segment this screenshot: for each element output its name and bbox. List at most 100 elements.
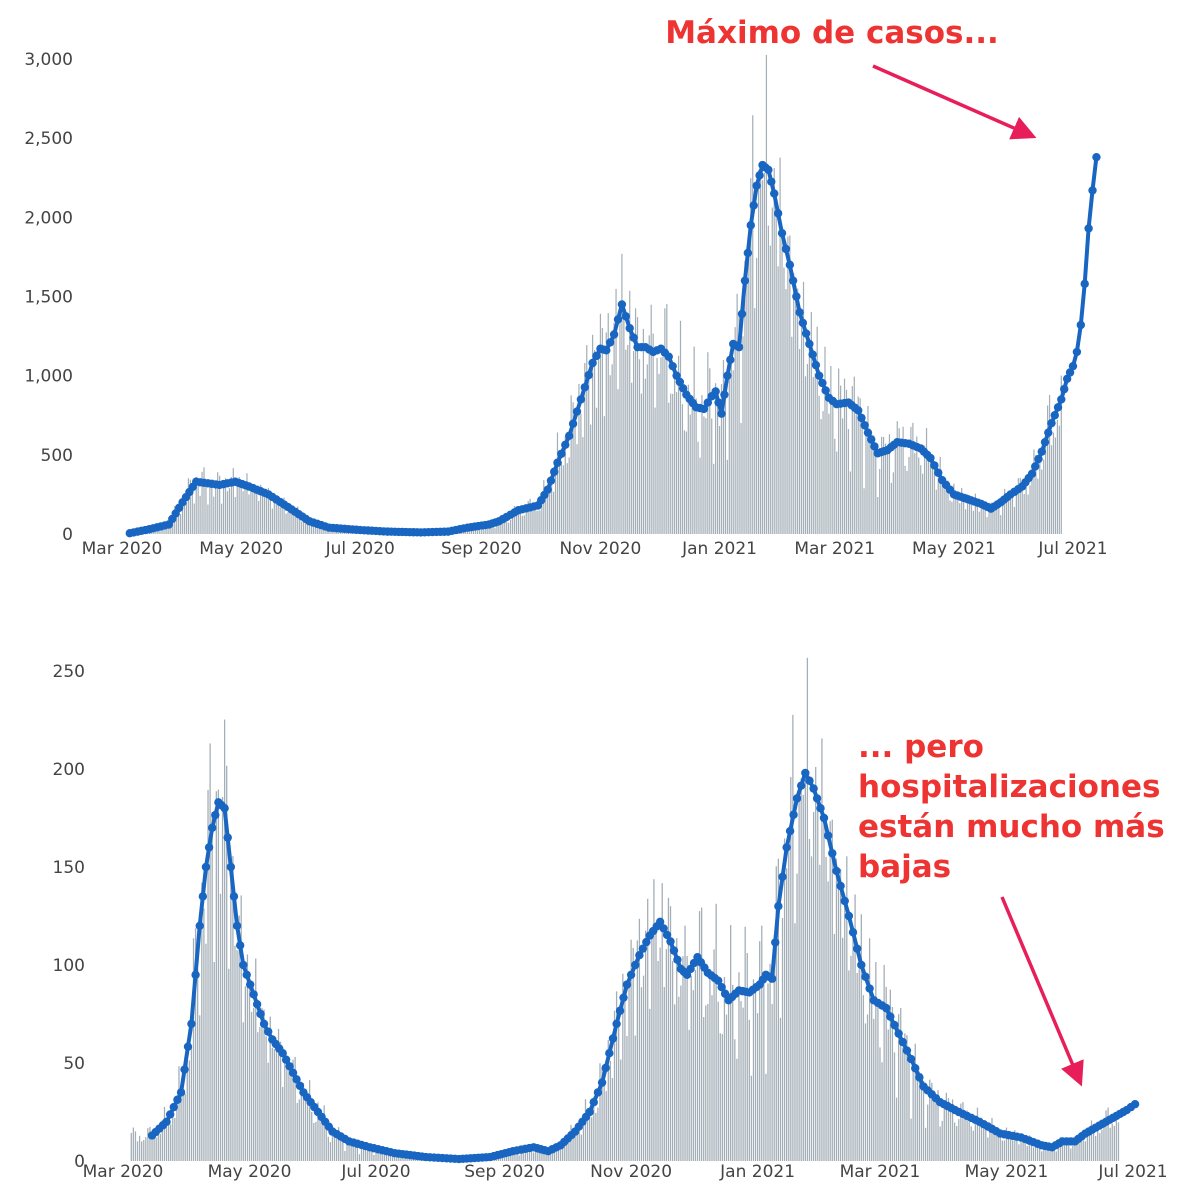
cases-daily-bar — [959, 503, 961, 534]
hospitalizations-daily-bar — [960, 1103, 962, 1161]
hospitalizations-daily-bar — [781, 918, 784, 1161]
cases-daily-bar — [554, 471, 557, 534]
hospitalizations-daily-bar — [1059, 1137, 1062, 1161]
cases-daily-bar — [927, 460, 930, 534]
cases-daily-bar — [295, 510, 297, 534]
hospitalizations-daily-bar — [761, 925, 763, 1161]
cases-daily-bar — [176, 509, 178, 534]
cases-daily-bar — [939, 456, 941, 534]
cases-daily-bar — [599, 313, 602, 534]
hospitalizations-daily-bar — [570, 1124, 572, 1161]
hospitalizations-line — [147, 768, 1140, 1164]
hospitalizations-daily-bar — [881, 1062, 883, 1161]
hospitalizations-daily-bar — [980, 1122, 983, 1161]
cases-daily-bar — [1011, 488, 1014, 534]
hospitalizations-daily-bar — [271, 1047, 273, 1161]
cases-daily-bar — [787, 236, 789, 534]
cases-daily-bar — [205, 480, 207, 534]
cases-trend-point — [781, 244, 791, 254]
cases-daily-bar — [810, 312, 812, 534]
cases-daily-bar — [992, 511, 994, 534]
hospitalizations-daily-bar — [190, 1047, 193, 1161]
hospitalizations-trend-point — [915, 1073, 924, 1082]
hospitalizations-trend-point — [288, 1068, 298, 1078]
cases-trend-point — [795, 308, 804, 317]
cases-daily-bar — [699, 457, 701, 534]
hospitalizations-daily-bar — [151, 1140, 153, 1161]
cases-daily-bar — [980, 504, 982, 534]
cases-daily-bar — [777, 266, 779, 534]
cases-x-tick-label: Jan 2021 — [681, 539, 757, 559]
hospitalizations-daily-bar — [178, 1066, 180, 1161]
cases-daily-bar — [677, 355, 680, 534]
hospitalizations-daily-bar — [692, 990, 694, 1161]
cases-daily-bar — [740, 422, 742, 534]
hospitalizations-trend-point — [169, 1102, 179, 1112]
hospitalizations-daily-bar — [885, 986, 887, 1161]
cases-daily-bar — [906, 470, 908, 534]
hospitalizations-daily-bar — [605, 1091, 607, 1161]
hospitalizations-daily-bar — [978, 1124, 981, 1161]
cases-daily-bar — [757, 169, 760, 534]
cases-daily-bar — [543, 480, 545, 534]
cases-daily-bar — [220, 503, 223, 534]
cases-daily-bar — [953, 483, 955, 534]
cases-daily-bar — [818, 395, 820, 534]
cases-daily-bar — [236, 486, 238, 534]
cases-trend-point — [678, 384, 688, 393]
cases-daily-bar — [711, 418, 713, 534]
cases-daily-bar — [666, 303, 668, 534]
hospitalizations-daily-bar — [611, 1078, 614, 1161]
hospitalizations-daily-bar — [717, 1001, 719, 1161]
cases-daily-bar — [1021, 487, 1023, 534]
cases-daily-bar — [240, 484, 242, 534]
hospitalizations-daily-bar — [628, 981, 630, 1161]
hospitalizations-daily-bar — [800, 778, 802, 1161]
cases-x-tick-label: Nov 2020 — [559, 539, 641, 559]
hospitalizations-trend-point — [782, 843, 791, 852]
cases-daily-bar — [498, 518, 500, 534]
hospitalizations-daily-bar — [603, 1080, 605, 1161]
cases-daily-bar — [695, 398, 697, 534]
cases-daily-bar — [314, 526, 316, 534]
hospitalizations-daily-bar — [292, 1059, 294, 1161]
cases-trend-point — [934, 468, 943, 477]
cases-trend-point — [773, 209, 783, 218]
cases-daily-bar — [640, 393, 643, 534]
hospitalizations-daily-bar — [319, 1116, 321, 1161]
cases-trend-point — [625, 323, 634, 333]
hospitalizations-daily-bar — [835, 858, 838, 1161]
cases-daily-bar — [634, 308, 637, 534]
hospitalizations-annotation-line-4: bajas — [858, 849, 951, 885]
cases-daily-bar — [697, 441, 699, 534]
cases-daily-bar — [724, 386, 727, 534]
hospitalizations-daily-bar — [1003, 1140, 1006, 1161]
cases-daily-bar — [840, 385, 842, 534]
cases-trend-point — [867, 435, 876, 444]
hospitalizations-daily-bar — [647, 898, 649, 1161]
cases-daily-bar — [691, 399, 693, 534]
cases-daily-bar — [765, 54, 768, 534]
cases-daily-bar — [1045, 444, 1047, 534]
cases-daily-bar — [631, 382, 633, 534]
hospitalizations-daily-bar — [844, 896, 846, 1161]
cases-daily-bar — [172, 518, 174, 534]
hospitalizations-daily-bar — [727, 996, 730, 1161]
cases-daily-bar — [1004, 488, 1006, 534]
hospitalizations-daily-bar — [1113, 1125, 1115, 1161]
hospitalizations-daily-bar — [389, 1154, 392, 1161]
hospitalizations-daily-bar — [1036, 1141, 1039, 1161]
hospitalizations-y-tick-label: 200 — [53, 760, 85, 780]
cases-trend-point — [668, 361, 677, 371]
hospitalizations-daily-bar — [738, 972, 740, 1161]
hospitalizations-trend-point — [285, 1062, 294, 1071]
hospitalizations-daily-bar — [350, 1143, 352, 1161]
hospitalizations-trend-point — [662, 930, 672, 940]
hospitalizations-daily-bar — [1053, 1144, 1055, 1161]
cases-trend-point — [717, 409, 726, 418]
hospitalizations-daily-bar — [584, 1099, 587, 1161]
cases-daily-bar — [972, 510, 975, 534]
hospitalizations-daily-bar — [1076, 1135, 1078, 1161]
cases-daily-bar — [1043, 459, 1045, 534]
hospitalizations-daily-bar — [765, 1073, 767, 1161]
